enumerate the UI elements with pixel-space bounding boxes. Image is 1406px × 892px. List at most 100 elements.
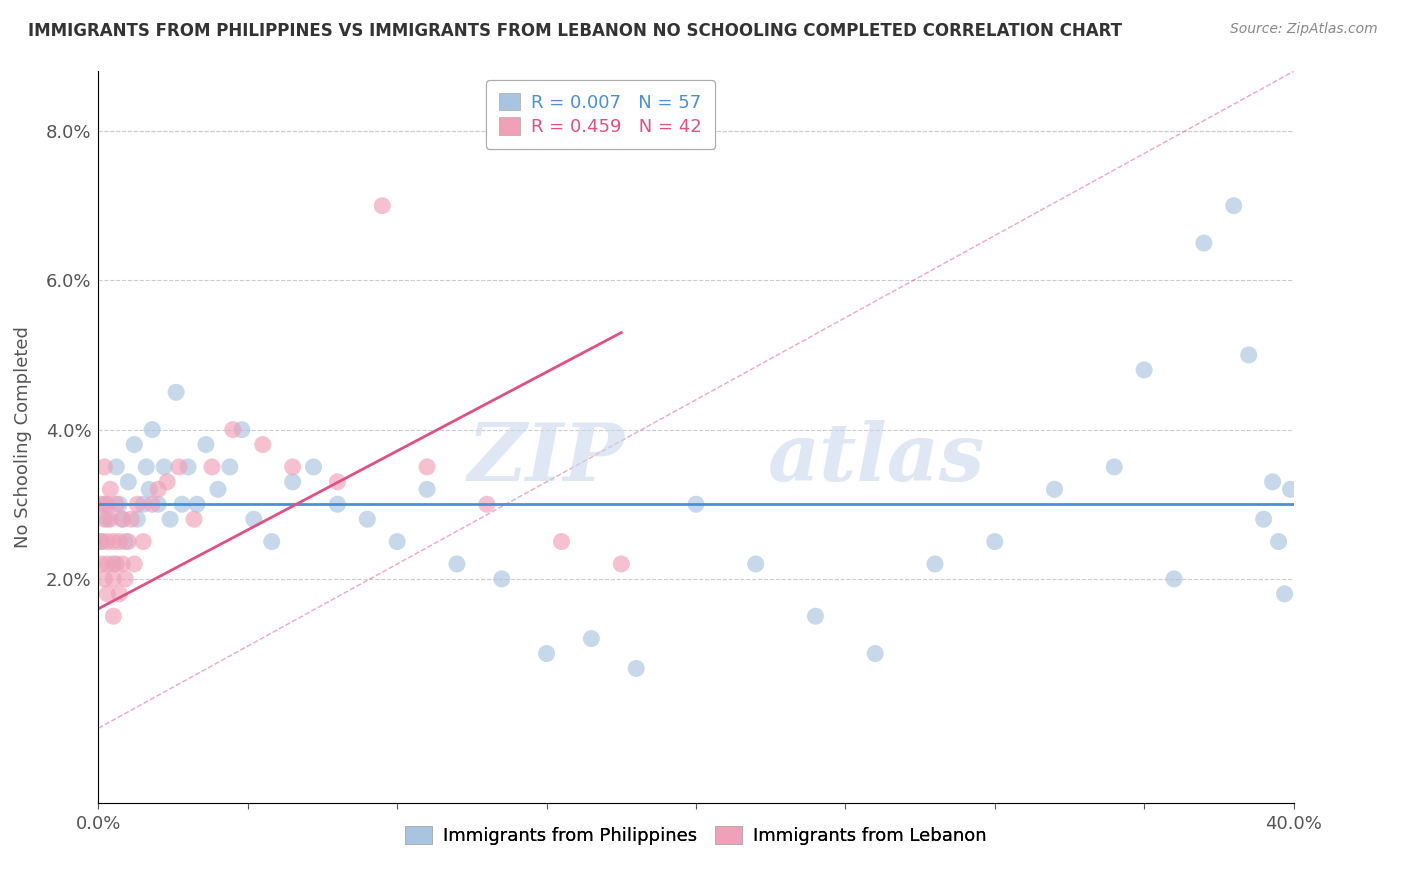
Point <box>326 497 349 511</box>
Point <box>108 534 131 549</box>
Point <box>685 497 707 511</box>
Point <box>96 497 118 511</box>
Point <box>132 534 155 549</box>
Point <box>183 512 205 526</box>
Y-axis label: No Schooling Completed: No Schooling Completed <box>14 326 32 548</box>
Point <box>148 483 170 497</box>
Point <box>156 475 179 489</box>
Point <box>117 534 139 549</box>
Point <box>1133 363 1156 377</box>
Point <box>98 512 122 526</box>
Point <box>114 534 136 549</box>
Point <box>231 423 253 437</box>
Legend: Immigrants from Philippines, Immigrants from Lebanon: Immigrants from Philippines, Immigrants … <box>398 819 994 852</box>
Point <box>138 483 160 497</box>
Point <box>90 534 112 549</box>
Point <box>93 572 115 586</box>
Point <box>141 423 163 437</box>
Point <box>1043 483 1066 497</box>
Point <box>610 557 633 571</box>
Point <box>207 483 229 497</box>
Point <box>111 512 134 526</box>
Point <box>93 497 115 511</box>
Point <box>1253 512 1275 526</box>
Point <box>177 459 200 474</box>
Point <box>108 587 131 601</box>
Point <box>1279 483 1302 497</box>
Text: Source: ZipAtlas.com: Source: ZipAtlas.com <box>1230 22 1378 37</box>
Point <box>491 572 513 586</box>
Point <box>159 512 181 526</box>
Point <box>96 512 118 526</box>
Point <box>416 459 439 474</box>
Point <box>281 475 304 489</box>
Point <box>111 557 134 571</box>
Point <box>865 647 887 661</box>
Point <box>117 475 139 489</box>
Point <box>96 534 118 549</box>
Point <box>135 459 157 474</box>
Point <box>165 385 187 400</box>
Point <box>127 497 149 511</box>
Point <box>105 557 128 571</box>
Point <box>186 497 208 511</box>
Point <box>124 437 146 451</box>
Point <box>153 459 176 474</box>
Point <box>114 572 136 586</box>
Point <box>103 557 125 571</box>
Point <box>446 557 468 571</box>
Point <box>219 459 242 474</box>
Point <box>103 572 125 586</box>
Point <box>371 199 394 213</box>
Point <box>745 557 768 571</box>
Point <box>385 534 409 549</box>
Point <box>195 437 218 451</box>
Point <box>96 587 118 601</box>
Point <box>924 557 946 571</box>
Point <box>93 512 115 526</box>
Text: atlas: atlas <box>768 420 986 498</box>
Point <box>96 557 118 571</box>
Point <box>103 534 125 549</box>
Point <box>356 512 378 526</box>
Point <box>132 497 155 511</box>
Point <box>281 459 304 474</box>
Point <box>141 497 163 511</box>
Point <box>148 497 170 511</box>
Point <box>201 459 224 474</box>
Point <box>108 497 131 511</box>
Point <box>1267 534 1289 549</box>
Point <box>98 483 122 497</box>
Point <box>804 609 827 624</box>
Point <box>984 534 1007 549</box>
Point <box>172 497 194 511</box>
Point <box>536 647 558 661</box>
Point <box>124 557 146 571</box>
Point <box>105 497 128 511</box>
Text: IMMIGRANTS FROM PHILIPPINES VS IMMIGRANTS FROM LEBANON NO SCHOOLING COMPLETED CO: IMMIGRANTS FROM PHILIPPINES VS IMMIGRANT… <box>28 22 1122 40</box>
Point <box>252 437 274 451</box>
Point <box>475 497 498 511</box>
Point <box>1223 199 1246 213</box>
Point <box>103 609 125 624</box>
Point <box>1237 348 1260 362</box>
Point <box>167 459 190 474</box>
Point <box>90 534 112 549</box>
Point <box>127 512 149 526</box>
Point <box>120 512 142 526</box>
Point <box>1261 475 1284 489</box>
Text: ZIP: ZIP <box>467 420 624 498</box>
Point <box>111 512 134 526</box>
Point <box>260 534 283 549</box>
Point <box>581 632 603 646</box>
Point <box>93 459 115 474</box>
Point <box>105 459 128 474</box>
Point <box>326 475 349 489</box>
Point <box>626 661 648 675</box>
Point <box>550 534 572 549</box>
Point <box>243 512 266 526</box>
Point <box>416 483 439 497</box>
Point <box>222 423 245 437</box>
Point <box>90 497 112 511</box>
Point <box>1192 235 1215 250</box>
